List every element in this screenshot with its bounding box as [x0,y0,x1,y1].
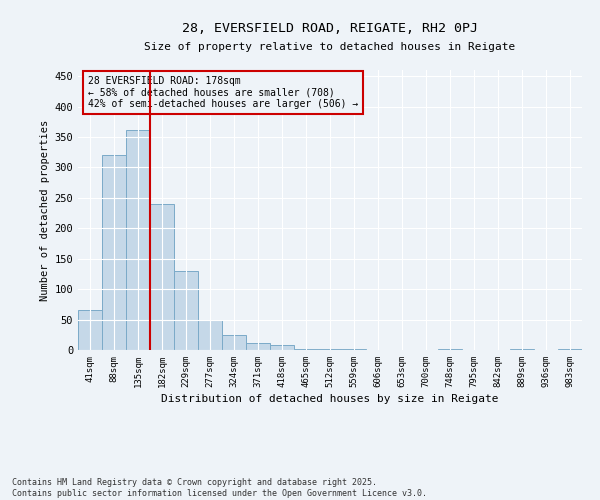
Bar [270,345,294,350]
X-axis label: Distribution of detached houses by size in Reigate: Distribution of detached houses by size … [161,394,499,404]
Bar [294,349,318,350]
Text: Size of property relative to detached houses in Reigate: Size of property relative to detached ho… [145,42,515,52]
Bar [198,320,222,350]
Bar [150,204,174,350]
Text: Contains HM Land Registry data © Crown copyright and database right 2025.
Contai: Contains HM Land Registry data © Crown c… [12,478,427,498]
Text: 28 EVERSFIELD ROAD: 178sqm
← 58% of detached houses are smaller (708)
42% of sem: 28 EVERSFIELD ROAD: 178sqm ← 58% of deta… [88,76,358,109]
Text: 28, EVERSFIELD ROAD, REIGATE, RH2 0PJ: 28, EVERSFIELD ROAD, REIGATE, RH2 0PJ [182,22,478,36]
Bar [126,130,150,350]
Bar [102,155,126,350]
Bar [78,310,102,350]
Bar [438,349,462,350]
Bar [174,271,198,350]
Y-axis label: Number of detached properties: Number of detached properties [40,120,50,300]
Bar [222,335,246,350]
Bar [510,349,534,350]
Bar [246,342,270,350]
